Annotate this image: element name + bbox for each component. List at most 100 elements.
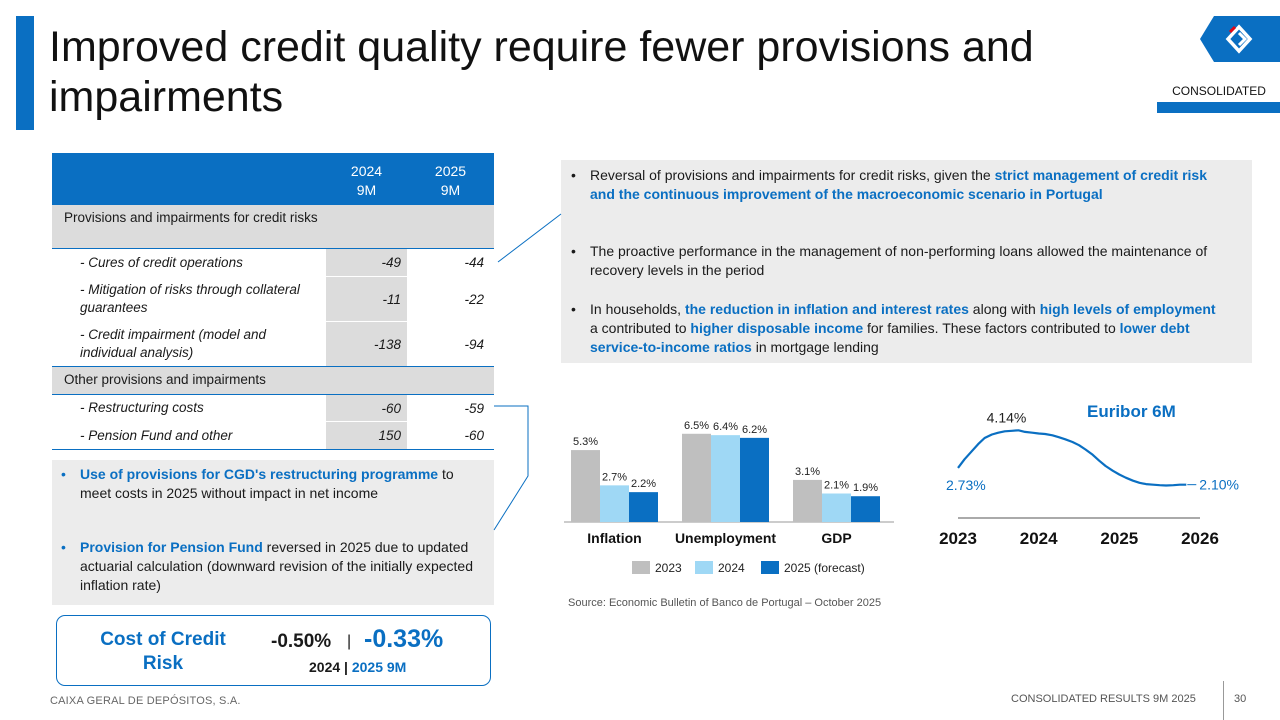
bar-gdp-2023: [793, 479, 822, 522]
row-label: - Credit impairment (model and individua…: [80, 327, 267, 360]
bar-unemployment-2025: [740, 437, 769, 522]
badge-underline: [1157, 102, 1280, 113]
bar-data-label: 2.1%: [824, 480, 849, 492]
bar-inflation-2024: [600, 485, 629, 522]
bullet-text: a contributed to: [590, 320, 691, 336]
ccr-value-2024: -0.50%: [271, 631, 332, 652]
title-accent-bar: [16, 16, 34, 130]
footer-company: CAIXA GERAL DE DEPÓSITOS, S.A.: [50, 695, 241, 707]
col-2025-year: 2025: [434, 163, 467, 179]
table-row: - Pension Fund and other 150 -60: [52, 422, 494, 450]
bullet-reversal: • Reversal of provisions and impairments…: [571, 166, 1220, 204]
ccr-separator: |: [347, 633, 352, 650]
bullet-text: for families. These factors contributed …: [863, 320, 1120, 336]
annotation-end: 2.10%: [1199, 477, 1239, 493]
bar-data-label: 1.9%: [853, 482, 878, 494]
connector-line-upper: [497, 213, 562, 263]
row-label: - Cures of credit operations: [80, 254, 243, 270]
bar-category-label: Unemployment: [675, 530, 776, 546]
macro-bar-chart: 5.3% 2.7% 2.2% Inflation 6.5% 6.4% 6.2% Unemplo…: [564, 420, 894, 575]
restructuring-notes-box: • Use of provisions for CGD's restructur…: [52, 460, 494, 605]
bar-data-label: 5.3%: [573, 436, 598, 448]
row-label: - Restructuring costs: [80, 400, 204, 415]
bar-unemployment-2023: [682, 433, 711, 522]
bar-unemployment-2024: [711, 435, 740, 522]
logo-tab: [1200, 16, 1280, 62]
legend-label: 2025 (forecast): [784, 561, 865, 575]
row-value-2024: -49: [326, 249, 407, 276]
bar-data-label: 3.1%: [795, 466, 820, 478]
x-tick-label: 2025: [1100, 529, 1138, 548]
bullet-strong: higher disposable income: [690, 320, 864, 336]
bar-data-label: 6.4%: [713, 421, 738, 433]
bullet-text: The proactive performance in the managem…: [590, 243, 1208, 278]
col-2024-period: 9M: [356, 182, 377, 198]
legend-label: 2023: [655, 561, 682, 575]
bullet-text: In households,: [590, 301, 685, 317]
legend-swatch: [632, 561, 650, 574]
ccr-period-separator: |: [340, 659, 352, 675]
bullet-strong: lower debt service-to-income ratios: [590, 320, 1190, 355]
bullet-restructuring: • Use of provisions for CGD's restructur…: [61, 465, 480, 503]
legend-label: 2024: [718, 561, 745, 575]
col-2025-header: 2025 9M: [408, 162, 493, 200]
provisions-table: 2024 9M 2025 9M Provisions and impairmen…: [52, 153, 494, 450]
bar-data-label: 6.5%: [684, 420, 709, 432]
x-tick-label: 2026: [1181, 529, 1219, 548]
bar-data-label: 2.2%: [631, 478, 656, 490]
bullet-dot-icon: •: [61, 466, 66, 482]
section-credit-risks: Provisions and impairments for credit ri…: [52, 205, 494, 249]
bar-inflation-2025: [629, 492, 658, 522]
bar-data-label: 2.7%: [602, 471, 627, 483]
euribor-line-chart: Euribor 6M 2023 2024 2025 2026 2.73% 4.14% 2.10…: [939, 402, 1239, 548]
legend-swatch: [761, 561, 779, 574]
ccr-value-2025: -0.33%: [364, 625, 444, 653]
chart-source-note: Source: Economic Bulletin of Banco de Po…: [568, 597, 882, 609]
cgd-logo-icon: [1225, 24, 1253, 54]
bullet-dot-icon: •: [571, 301, 576, 317]
col-2025-period: 9M: [440, 182, 461, 198]
bullet-strong: the reduction in inflation and interest …: [684, 301, 969, 317]
row-label: - Mitigation of risks through collateral…: [80, 282, 300, 315]
footer-report: CONSOLIDATED RESULTS 9M 2025: [1011, 693, 1196, 705]
row-value-2025: -94: [464, 336, 484, 352]
consolidated-badge: CONSOLIDATED: [1172, 84, 1266, 98]
bullet-strong: high levels of employment: [1039, 301, 1216, 317]
bar-inflation-2023: [571, 450, 600, 522]
bar-gdp-2025: [851, 496, 880, 522]
bullet-text: to meet costs in 2025 without impact in …: [80, 466, 454, 501]
table-row: - Restructuring costs -60 -59: [52, 395, 494, 422]
line-chart-title: Euribor 6M: [1087, 402, 1176, 421]
bullet-npl: • The proactive performance in the manag…: [571, 242, 1220, 280]
ccr-period-2025: 2025 9M: [351, 659, 407, 675]
bar-category-label: GDP: [821, 530, 851, 546]
credit-risk-notes-box: • Reversal of provisions and impairments…: [561, 160, 1252, 363]
row-value-2024: -11: [326, 277, 407, 321]
bar-data-label: 6.2%: [742, 424, 767, 436]
ccr-period-2024: 2024: [309, 659, 341, 675]
bullet-strong: strict management of credit risk and the…: [590, 167, 1208, 202]
bullet-households: • In households, the reduction in inflat…: [571, 300, 1220, 357]
row-value-2025: -60: [464, 428, 484, 443]
bar-gdp-2024: [822, 493, 851, 522]
connector-line-lower: [493, 405, 529, 531]
x-tick-label: 2023: [939, 529, 977, 548]
col-2024-year: 2024: [350, 163, 383, 179]
table-row: - Cures of credit operations -49 -44: [52, 249, 494, 277]
page-title: Improved credit quality require fewer pr…: [49, 23, 1034, 121]
row-value-2024: 150: [326, 422, 407, 449]
table-row: - Mitigation of risks through collateral…: [52, 277, 494, 322]
euribor-series-line: [957, 429, 1187, 487]
row-label: - Pension Fund and other: [80, 427, 233, 443]
annotation-peak: 4.14%: [987, 409, 1027, 425]
row-value-2024: -60: [326, 395, 407, 421]
table-header: 2024 9M 2025 9M: [52, 153, 494, 205]
footer-divider: [1223, 681, 1224, 720]
row-value-2025: -22: [464, 291, 484, 307]
section-other-provisions: Other provisions and impairments: [52, 367, 494, 395]
ccr-label: Cost of Credit Risk: [100, 629, 226, 674]
bullet-text: in mortgage lending: [751, 339, 879, 355]
bullet-strong: Provision for Pension Fund: [80, 539, 263, 555]
bullet-text: along with: [968, 301, 1040, 317]
bullet-pension-fund: • Provision for Pension Fund reversed in…: [61, 538, 480, 595]
